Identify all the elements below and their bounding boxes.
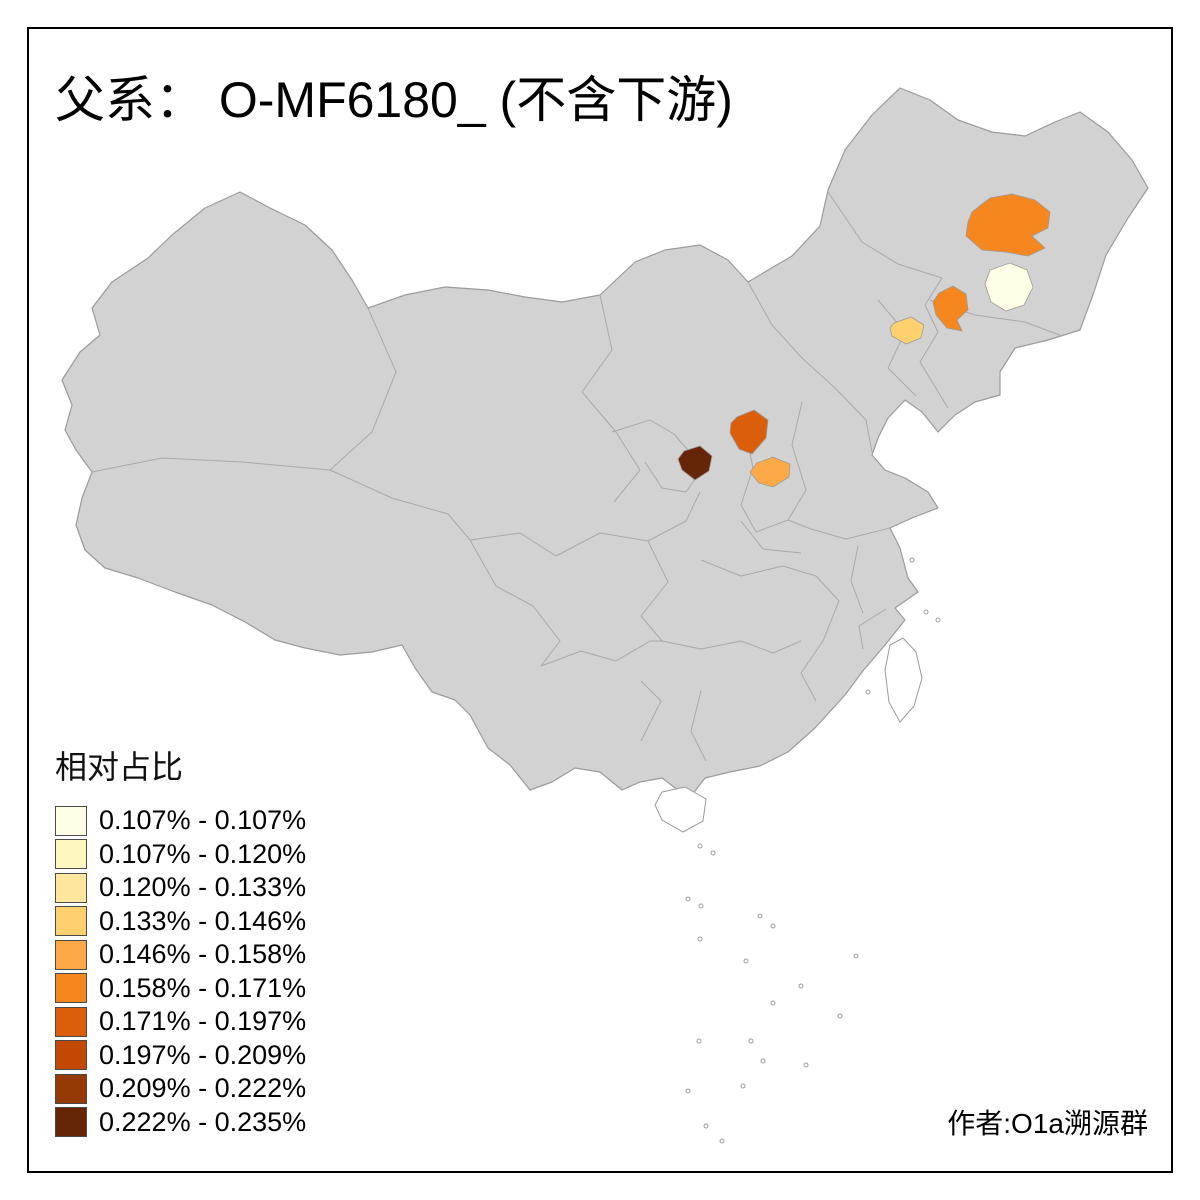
region-jilin-orange bbox=[932, 285, 969, 332]
legend-swatch bbox=[55, 1006, 87, 1037]
legend-entry: 0.146% - 0.158% bbox=[55, 938, 306, 972]
legend-entry: 0.222% - 0.235% bbox=[55, 1106, 306, 1140]
region-northeast-large-orange bbox=[965, 193, 1051, 257]
legend-swatch bbox=[55, 805, 87, 836]
legend-entry: 0.107% - 0.107% bbox=[55, 804, 306, 838]
legend-label: 0.146% - 0.158% bbox=[99, 939, 307, 970]
legend-swatch bbox=[55, 939, 87, 970]
legend-label: 0.107% - 0.107% bbox=[99, 805, 307, 836]
legend-entry: 0.133% - 0.146% bbox=[55, 905, 306, 939]
legend-entry: 0.209% - 0.222% bbox=[55, 1072, 306, 1106]
legend-swatch bbox=[55, 872, 87, 903]
legend-label: 0.158% - 0.171% bbox=[99, 972, 307, 1003]
legend-label: 0.222% - 0.235% bbox=[99, 1106, 307, 1137]
legend-entries: 0.107% - 0.107% 0.107% - 0.120% 0.120% - 0… bbox=[55, 804, 306, 1139]
legend-label: 0.209% - 0.222% bbox=[99, 1073, 307, 1104]
region-south-shanxi-medium-orange bbox=[749, 456, 791, 488]
legend-entry: 0.171% - 0.197% bbox=[55, 1005, 306, 1039]
legend-swatch bbox=[55, 1040, 87, 1071]
legend-swatch bbox=[55, 1107, 87, 1138]
legend-entry: 0.197% - 0.209% bbox=[55, 1039, 306, 1073]
province-borders bbox=[91, 191, 1063, 762]
legend-swatch bbox=[55, 973, 87, 1004]
legend-label: 0.120% - 0.133% bbox=[99, 872, 307, 903]
attribution: 作者:O1a溯源群 bbox=[947, 1108, 1148, 1139]
taiwan-island-shape bbox=[884, 637, 923, 723]
legend-entry: 0.120% - 0.133% bbox=[55, 871, 306, 905]
legend-label: 0.171% - 0.197% bbox=[99, 1006, 307, 1037]
mainland-china-shape bbox=[61, 87, 1149, 796]
legend-entry: 0.158% - 0.171% bbox=[55, 972, 306, 1006]
region-liaoning-pale-yellow bbox=[889, 316, 925, 345]
region-gansu-east-dark-brown bbox=[677, 445, 713, 481]
legend-title: 相对占比 bbox=[55, 749, 184, 785]
region-northeast-pale-cream bbox=[984, 262, 1034, 312]
hainan-island-shape bbox=[654, 786, 707, 833]
map-title: 父系： O-MF6180_ (不含下游) bbox=[55, 72, 733, 128]
south-china-sea-islands bbox=[685, 557, 941, 1144]
plot-frame bbox=[27, 27, 1173, 1173]
legend-label: 0.107% - 0.120% bbox=[99, 838, 307, 869]
legend-label: 0.133% - 0.146% bbox=[99, 905, 307, 936]
legend-swatch bbox=[55, 1073, 87, 1104]
legend-label: 0.197% - 0.209% bbox=[99, 1039, 307, 1070]
highlighted-regions bbox=[677, 193, 1051, 488]
legend-entry: 0.107% - 0.120% bbox=[55, 838, 306, 872]
legend-swatch bbox=[55, 839, 87, 870]
legend-swatch bbox=[55, 906, 87, 937]
region-shaanxi-north-dark-orange bbox=[729, 409, 769, 455]
legend: 相对占比 0.107% - 0.107% 0.107% - 0.120% 0.120… bbox=[55, 742, 306, 1139]
